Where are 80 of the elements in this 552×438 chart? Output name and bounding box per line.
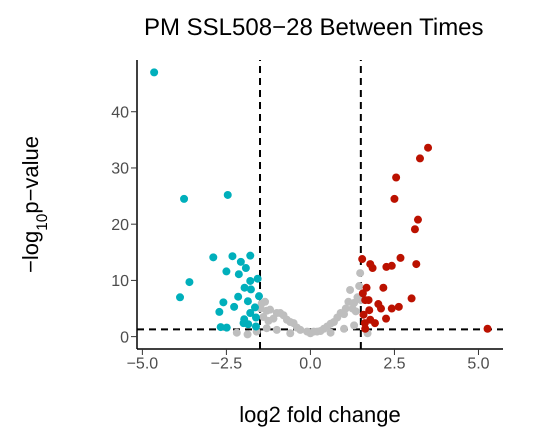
point — [296, 326, 304, 334]
point — [244, 297, 252, 306]
point — [261, 298, 270, 306]
point — [342, 304, 350, 313]
point — [410, 225, 419, 234]
point — [209, 253, 218, 262]
chart-title: PM SSL508−28 Between Times — [144, 14, 484, 42]
point — [408, 294, 416, 302]
point — [416, 154, 424, 162]
point — [394, 302, 403, 311]
point — [262, 324, 271, 332]
point — [358, 255, 366, 264]
point — [352, 307, 360, 316]
point — [361, 324, 370, 333]
point — [424, 144, 432, 152]
point — [255, 292, 263, 300]
point — [244, 330, 252, 338]
point — [382, 314, 390, 323]
y-tick-label: 30 — [111, 160, 130, 178]
point — [222, 267, 230, 276]
point — [368, 264, 377, 272]
y-tick-label: 10 — [111, 273, 130, 290]
point — [269, 314, 278, 323]
y-tick-label: 20 — [111, 216, 130, 234]
point — [346, 286, 354, 294]
point — [340, 324, 348, 333]
point — [250, 303, 259, 312]
point — [252, 322, 260, 331]
point — [240, 284, 249, 292]
point — [286, 329, 294, 338]
point — [246, 252, 254, 260]
point — [234, 292, 242, 301]
point — [362, 284, 371, 292]
point — [370, 319, 379, 328]
x-tick-label: 5.0 — [467, 355, 490, 372]
point — [388, 262, 396, 270]
x-tick-label: −5.0 — [126, 355, 158, 372]
point — [150, 68, 158, 76]
point — [246, 309, 254, 318]
point — [234, 270, 243, 278]
point — [236, 258, 245, 266]
point — [232, 328, 241, 337]
point — [185, 278, 194, 286]
point — [230, 302, 238, 311]
point — [414, 216, 422, 224]
point — [355, 282, 364, 290]
point — [388, 304, 396, 313]
point — [272, 326, 281, 334]
x-tick-label: 2.5 — [383, 355, 406, 372]
y-tick-label: 40 — [111, 104, 130, 122]
y-tick-label: 0 — [120, 329, 130, 346]
point — [392, 174, 400, 182]
point — [356, 269, 364, 278]
point — [390, 194, 398, 203]
point — [396, 254, 404, 262]
point — [246, 276, 254, 285]
point — [176, 293, 184, 302]
point — [484, 324, 492, 333]
point — [377, 304, 385, 313]
x-tick-label: −2.5 — [210, 355, 242, 372]
point — [242, 264, 250, 272]
point — [180, 194, 188, 203]
point — [379, 284, 388, 292]
point — [412, 260, 420, 268]
point — [350, 321, 358, 330]
point — [215, 308, 224, 316]
point — [266, 306, 274, 314]
point — [254, 274, 262, 283]
x-tick-label: 0.0 — [299, 355, 322, 372]
point — [224, 190, 232, 199]
point — [360, 310, 368, 319]
point — [252, 314, 260, 322]
point — [219, 298, 228, 306]
point — [228, 252, 236, 260]
point — [246, 285, 255, 294]
x-axis-title: log2 fold change — [239, 402, 401, 427]
point — [358, 289, 367, 298]
point — [326, 328, 335, 337]
point — [365, 306, 374, 314]
point — [222, 324, 231, 332]
